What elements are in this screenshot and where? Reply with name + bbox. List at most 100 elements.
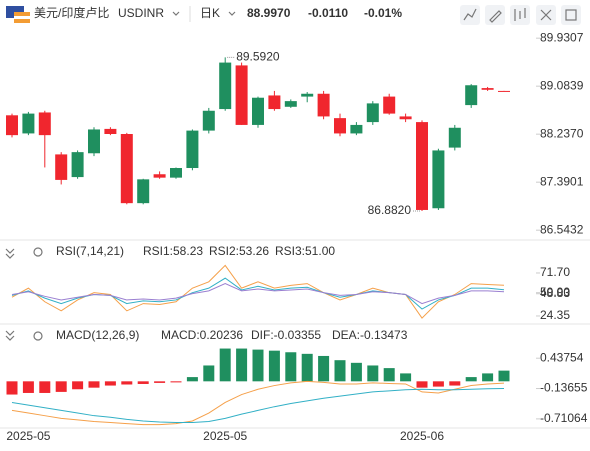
candle-body xyxy=(6,115,18,136)
macd-bar xyxy=(252,349,264,382)
rsi-line xyxy=(11,277,505,310)
macd-bar xyxy=(383,368,395,382)
candle-body xyxy=(104,128,117,134)
symbol[interactable]: USDINR xyxy=(118,6,164,20)
rsi-line xyxy=(11,264,505,319)
candle-body xyxy=(268,95,281,110)
macd-bar xyxy=(121,381,133,385)
settings-icon xyxy=(565,9,577,21)
toolbar xyxy=(460,5,581,25)
macd-bar xyxy=(432,381,444,387)
macd-bar xyxy=(203,365,215,382)
annotation: 86.8820 xyxy=(368,203,412,217)
chart-type-icon xyxy=(514,8,526,21)
macd-bar xyxy=(400,373,412,382)
legend-entry: DIF:-0.03355 xyxy=(251,328,321,342)
y-tick-label: 24.35 xyxy=(540,308,570,322)
candle-body xyxy=(284,101,297,107)
y-tick-label: -0.13655 xyxy=(540,381,588,395)
macd-bar xyxy=(104,381,116,386)
candle-body xyxy=(71,152,84,178)
candle-body xyxy=(170,168,182,178)
macd-bar xyxy=(72,381,84,390)
candle-body xyxy=(120,134,133,204)
macd-bar xyxy=(350,362,362,382)
settings-button[interactable] xyxy=(561,5,581,25)
macd-bar xyxy=(334,360,346,382)
candle-body xyxy=(350,124,363,134)
price-change-pct: -0.01% xyxy=(364,6,402,20)
interval[interactable]: 日K xyxy=(200,6,220,20)
candle-body xyxy=(202,110,215,131)
macd-bar xyxy=(268,350,280,382)
y-tick-label: 87.3901 xyxy=(540,174,584,188)
y-tick-label: 0.43754 xyxy=(540,350,584,364)
macd-bar xyxy=(482,373,494,382)
candle-body xyxy=(301,93,314,97)
candle-body xyxy=(481,88,494,90)
candle-body xyxy=(366,103,379,123)
interval-dropdown[interactable] xyxy=(228,11,236,16)
candle-body xyxy=(416,122,428,210)
legend-entry: MACD:0.20236 xyxy=(161,328,243,342)
legend-entry: RSI3:51.00 xyxy=(275,244,335,258)
candle-body xyxy=(498,90,510,92)
macd-bar xyxy=(219,348,231,382)
candle-body xyxy=(235,65,248,125)
macd-bar xyxy=(301,353,313,382)
x-tick-label: 2025-05 xyxy=(6,429,50,443)
candle-body xyxy=(55,154,68,180)
pair-name[interactable]: 美元/印度卢比 xyxy=(34,5,109,20)
y-tick-label: 89.0839 xyxy=(540,78,584,92)
x-tick-label: 2025-06 xyxy=(400,429,444,443)
settings-icon[interactable] xyxy=(33,331,43,341)
macd-line xyxy=(11,387,505,424)
macd-bar xyxy=(55,381,67,392)
macd-bar xyxy=(137,381,149,384)
indicator-icon xyxy=(463,8,477,21)
macd-bar xyxy=(498,370,510,382)
candle-body xyxy=(465,85,478,106)
candle-body xyxy=(399,116,412,120)
panel-title: MACD(12,26,9) xyxy=(56,328,139,342)
candle-body xyxy=(153,174,166,178)
macd-line xyxy=(11,380,505,426)
macd-bar xyxy=(22,381,34,393)
candle-body xyxy=(383,96,396,114)
rsi-line xyxy=(11,283,505,305)
settings-icon[interactable] xyxy=(33,247,43,257)
macd-bar xyxy=(465,377,477,382)
macd-bar xyxy=(449,381,461,386)
last-price: 88.9970 xyxy=(247,6,291,20)
legend-entry: RSI2:53.26 xyxy=(209,244,269,258)
y-tick-label: 71.70 xyxy=(540,265,570,279)
y-tick-label: 89.9307 xyxy=(540,30,584,44)
macd-bar xyxy=(236,348,248,382)
macd-bar xyxy=(88,381,100,388)
y-tick-label: 48.83 xyxy=(540,286,570,300)
macd-bar xyxy=(416,381,428,388)
macd-bar xyxy=(170,381,182,383)
macd-bar xyxy=(186,377,198,382)
candle-body xyxy=(334,118,346,134)
fullscreen-icon xyxy=(540,9,552,21)
candle-body xyxy=(88,129,100,154)
y-tick-label: 86.5432 xyxy=(540,222,584,236)
collapse-icon[interactable] xyxy=(5,248,15,259)
macd-bar xyxy=(285,352,297,382)
x-tick-label: 2025-05 xyxy=(203,429,247,443)
annotation: 89.5920 xyxy=(236,50,280,64)
macd-bar xyxy=(318,355,330,382)
candle-body xyxy=(252,97,264,125)
symbol-dropdown[interactable] xyxy=(172,11,180,16)
y-tick-label: 88.2370 xyxy=(540,126,584,140)
collapse-icon[interactable] xyxy=(5,330,15,341)
macd-bar xyxy=(39,381,51,393)
legend-entry: RSI1:58.23 xyxy=(143,244,203,258)
candle-body xyxy=(186,130,199,169)
y-tick-label: 50.00 xyxy=(540,285,570,299)
macd-bar xyxy=(154,381,166,383)
candle-body xyxy=(38,112,51,136)
candle-body xyxy=(432,150,445,209)
